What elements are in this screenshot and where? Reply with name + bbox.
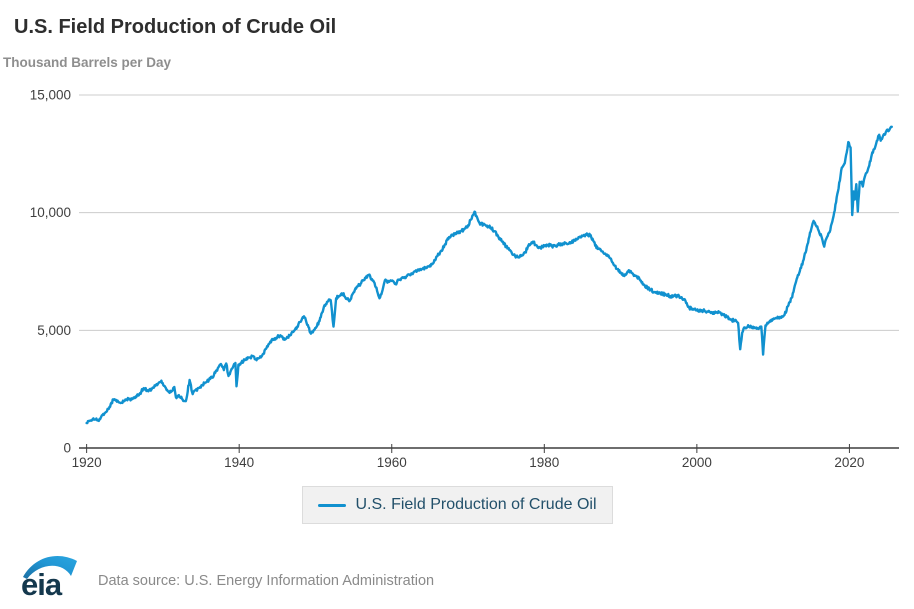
- x-tick-label: 1940: [224, 455, 254, 470]
- line-chart: 0 5,000 10,000 15,000 1920 1940 1960 1980 2000 2…: [30, 88, 899, 470]
- x-tick-label: 1960: [377, 455, 407, 470]
- x-tick-label: 1980: [529, 455, 559, 470]
- y-axis-unit-label: Thousand Barrels per Day: [3, 55, 172, 70]
- eia-logo[interactable]: eia: [20, 550, 82, 600]
- legend-label: U.S. Field Production of Crude Oil: [355, 496, 597, 513]
- data-source-text: Data source: U.S. Energy Information Adm…: [98, 573, 435, 589]
- legend-container: U.S. Field Production of Crude Oil: [0, 486, 914, 524]
- x-tick-label: 1920: [72, 455, 102, 470]
- data-line-crude-oil: [85, 125, 893, 425]
- y-tick-label: 0: [63, 441, 71, 456]
- y-tick-label: 5,000: [37, 323, 71, 338]
- x-axis-group: 1920 1940 1960 1980 2000 2020: [72, 444, 899, 470]
- eia-logo-text: eia: [21, 567, 63, 600]
- footer: eia Data source: U.S. Energy Information…: [20, 550, 434, 600]
- legend-item-crude-oil[interactable]: U.S. Field Production of Crude Oil: [301, 486, 613, 524]
- y-tick-label: 15,000: [30, 88, 71, 103]
- eia-logo-swoosh: [23, 556, 77, 579]
- x-tick-label: 2020: [834, 455, 864, 470]
- y-axis-labels-group: 0 5,000 10,000 15,000: [30, 88, 71, 456]
- legend-line-swatch: [317, 503, 346, 507]
- gridlines-group: [79, 94, 899, 331]
- x-tick-label: 2000: [682, 455, 712, 470]
- y-tick-label: 10,000: [30, 205, 71, 220]
- chart-title: U.S. Field Production of Crude Oil: [14, 16, 337, 38]
